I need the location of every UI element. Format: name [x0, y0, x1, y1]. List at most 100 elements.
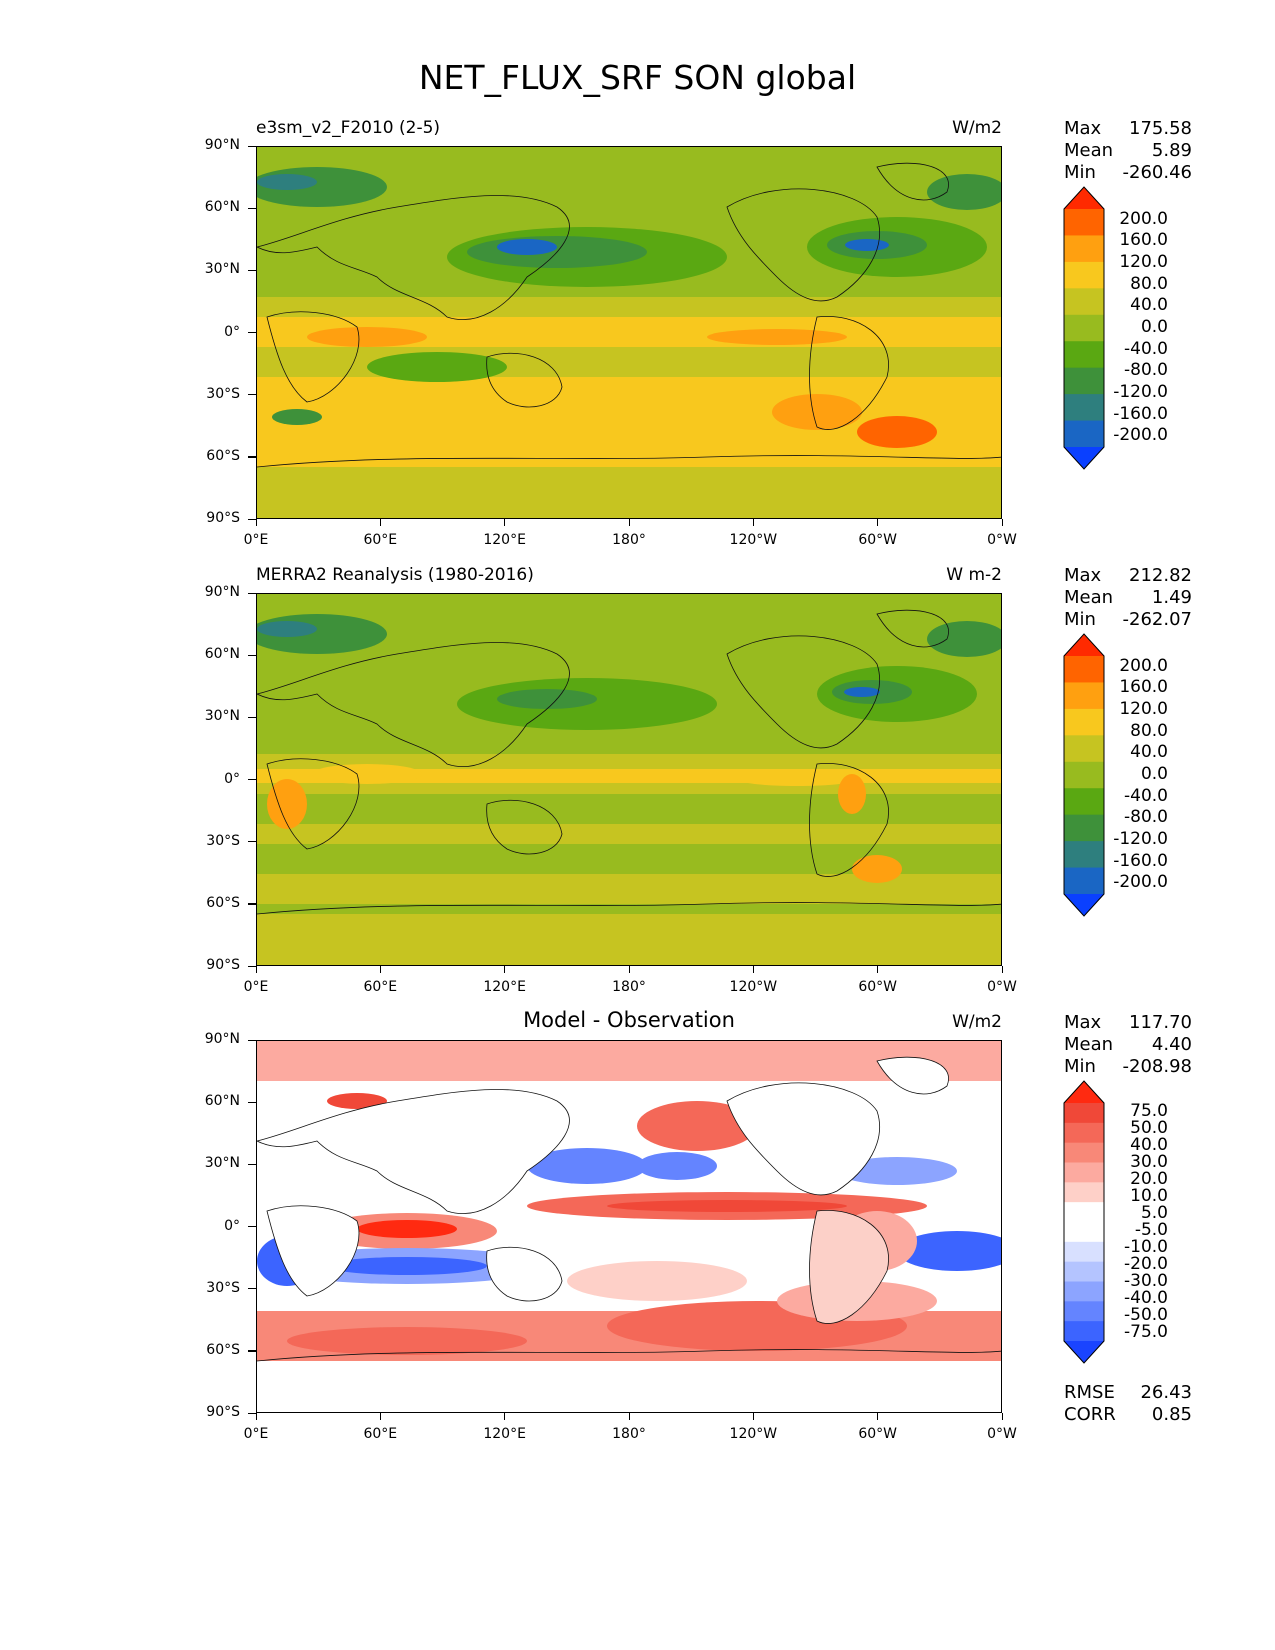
lat-tick: [248, 779, 256, 781]
lat-label: 60°N: [204, 199, 240, 216]
stat-label: Min: [1064, 1056, 1096, 1077]
lon-label: 120°E: [483, 1426, 526, 1442]
colorbar-extend-top: [1064, 634, 1104, 656]
colorbar-swatch: [1064, 735, 1104, 763]
lon-label: 120°E: [483, 532, 526, 548]
colorbar-swatch: [1064, 420, 1104, 448]
stat-row: Max 175.58: [1064, 118, 1192, 140]
panel-units: W/m2: [952, 1012, 1002, 1032]
colorbar-label: -40.0: [1124, 1287, 1168, 1308]
colorbar-swatch: [1064, 1321, 1104, 1342]
colorbar-label: 0.0: [1140, 764, 1168, 784]
lat-tick: [248, 654, 256, 656]
colorbar-outline: [1063, 633, 1105, 917]
lon-tick: [628, 966, 630, 973]
stat-row: Max 212.82: [1064, 565, 1192, 587]
panel-units: W m-2: [946, 565, 1002, 585]
colorbar-label: -50.0: [1124, 1304, 1168, 1325]
colorbar-label: 200.0: [1119, 208, 1168, 229]
colorbar-label: 160.0: [1119, 230, 1168, 251]
lat-label: 90°S: [206, 1404, 240, 1420]
stat-value: 175.58: [1129, 118, 1192, 139]
lat-label: 0°: [224, 323, 240, 340]
colorbar-swatch: [1064, 682, 1104, 710]
stat-label: Min: [1064, 609, 1096, 630]
lon-tick: [1001, 519, 1003, 526]
lat-tick: [248, 1350, 256, 1352]
colorbar: [1063, 633, 1105, 917]
colorbar-swatch: [1064, 1222, 1104, 1243]
lat-label: 30°S: [206, 832, 240, 849]
colorbar-label: 40.0: [1130, 742, 1168, 763]
lat-tick: [248, 518, 256, 520]
lon-tick: [379, 1413, 382, 1420]
colorbar-swatch: [1064, 288, 1104, 316]
lon-tick: [379, 519, 382, 526]
lat-tick: [248, 1163, 256, 1166]
lat-label: 90°S: [206, 510, 240, 526]
lon-tick: [255, 966, 257, 973]
lat-tick: [248, 269, 256, 272]
panel-difference: Model - Observation W/m2: [0, 1008, 1275, 1462]
colorbar-swatch: [1064, 1162, 1104, 1183]
stat-label: Mean: [1064, 587, 1114, 608]
colorbar-swatch: [1064, 261, 1104, 289]
colorbar-label: -160.0: [1113, 403, 1168, 424]
panel-title: e3sm_v2_F2010 (2-5): [256, 118, 441, 138]
stat-value: 212.82: [1129, 565, 1192, 586]
colorbar-label: -160.0: [1113, 850, 1168, 871]
colorbar-label: 10.0: [1130, 1185, 1168, 1206]
lat-label: 90°N: [204, 1031, 240, 1047]
lat-label: 60°N: [204, 1093, 240, 1110]
lat-tick: [248, 592, 256, 594]
colorbar-swatch: [1064, 814, 1104, 842]
lat-tick: [248, 1412, 256, 1414]
lon-label: 0°E: [243, 979, 269, 995]
stat-label: Min: [1064, 162, 1096, 183]
colorbar-label: 5.0: [1140, 1202, 1168, 1223]
colorbar-swatch: [1064, 209, 1104, 236]
colorbar-swatch: [1064, 394, 1104, 422]
colorbar-label: 80.0: [1130, 720, 1168, 741]
colorbar-label: -40.0: [1124, 785, 1168, 806]
colorbar-swatch: [1064, 314, 1104, 342]
lat-tick: [248, 716, 256, 719]
stat-row: Min -260.46: [1064, 162, 1192, 184]
lon-label: 0°E: [243, 1426, 269, 1442]
lat-label: 0°: [224, 770, 240, 787]
stat-row: CORR 0.85: [1064, 1404, 1192, 1426]
lat-tick: [248, 332, 256, 334]
lat-tick: [248, 1288, 256, 1290]
error-stats: RMSE 26.43 CORR 0.85: [1064, 1382, 1192, 1426]
colorbar-label: -80.0: [1124, 807, 1168, 828]
colorbar-swatch: [1064, 867, 1104, 895]
colorbar-swatch: [1064, 656, 1104, 683]
lon-label: 60°W: [858, 979, 897, 995]
lat-label: 60°S: [206, 894, 240, 911]
lon-tick: [504, 966, 506, 973]
lon-label: 0°W: [987, 979, 1017, 995]
lat-tick: [248, 1226, 256, 1228]
colorbar: [1063, 1080, 1105, 1364]
lat-label: 30°N: [204, 708, 240, 725]
lon-label: 120°E: [483, 979, 526, 995]
colorbar-swatch: [1064, 1122, 1104, 1144]
lon-label: 180°: [612, 979, 646, 995]
lon-tick: [752, 966, 755, 973]
stat-value: -208.98: [1122, 1056, 1192, 1077]
stat-label: Max: [1064, 118, 1102, 139]
stat-row: RMSE 26.43: [1064, 1382, 1192, 1404]
colorbar-swatch: [1064, 788, 1104, 816]
colorbar-extend-bottom: [1064, 447, 1104, 469]
lon-tick: [628, 519, 630, 526]
lon-tick: [628, 1413, 630, 1420]
lat-tick: [248, 207, 256, 209]
stat-value: 5.89: [1151, 140, 1192, 161]
lon-tick: [1001, 1413, 1003, 1420]
colorbar-label: 120.0: [1119, 699, 1168, 720]
stat-row: Min -208.98: [1064, 1056, 1192, 1078]
stat-value: 117.70: [1129, 1012, 1192, 1033]
lat-label: 30°S: [206, 1279, 240, 1296]
colorbar-swatch: [1064, 761, 1104, 789]
colorbar-swatch: [1064, 367, 1104, 395]
